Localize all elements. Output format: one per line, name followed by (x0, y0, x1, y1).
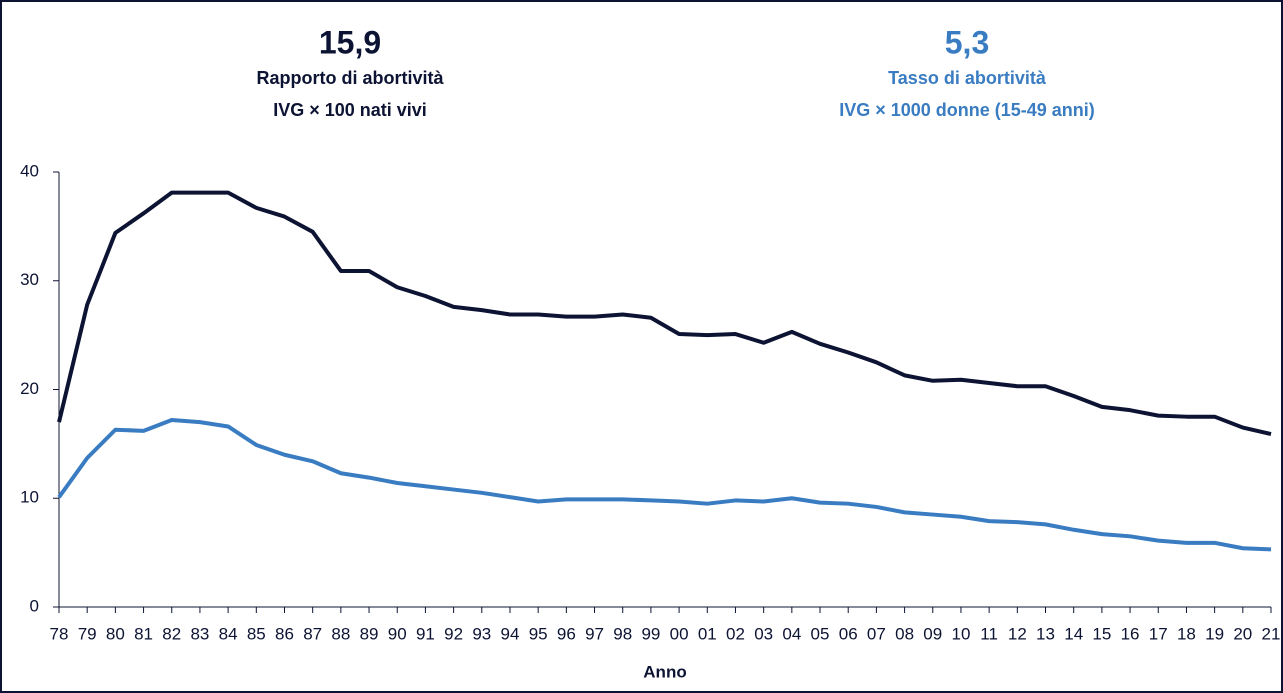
x-tick-label: 16 (1121, 624, 1140, 643)
x-tick-label: 12 (1008, 624, 1027, 643)
x-tick-label: 84 (219, 624, 238, 643)
x-tick-label: 09 (923, 624, 942, 643)
x-tick-label: 89 (360, 624, 379, 643)
x-tick-label: 80 (106, 624, 125, 643)
y-tick-label: 0 (30, 596, 39, 615)
x-tick-label: 93 (472, 624, 491, 643)
x-tick-label: 81 (134, 624, 153, 643)
x-tick-label: 13 (1036, 624, 1055, 643)
y-tick-label: 20 (20, 379, 39, 398)
y-tick-label: 40 (20, 161, 39, 180)
x-tick-label: 90 (388, 624, 407, 643)
x-tick-label: 01 (698, 624, 717, 643)
x-tick-label: 92 (444, 624, 463, 643)
x-tick-label: 08 (895, 624, 914, 643)
x-tick-label: 88 (331, 624, 350, 643)
x-tick-label: 85 (247, 624, 266, 643)
x-tick-label: 94 (501, 624, 520, 643)
x-tick-label: 99 (641, 624, 660, 643)
x-tick-label: 11 (980, 624, 998, 643)
headline-value: 15,9 (319, 24, 381, 60)
x-tick-label: 03 (754, 624, 773, 643)
x-axis-label: Anno (643, 662, 686, 681)
x-tick-label: 10 (951, 624, 970, 643)
x-tick-label: 83 (190, 624, 209, 643)
x-tick-label: 79 (78, 624, 97, 643)
x-tick-label: 07 (867, 624, 886, 643)
y-tick-label: 30 (20, 270, 39, 289)
series-unit: IVG × 1000 donne (15-49 anni) (839, 100, 1095, 120)
x-tick-label: 82 (162, 624, 181, 643)
x-tick-label: 17 (1149, 624, 1168, 643)
line-series (57, 190, 1272, 437)
x-tick-label: 05 (811, 624, 830, 643)
x-tick-label: 15 (1092, 624, 1111, 643)
headline-value: 5,3 (945, 24, 989, 60)
x-tick-label: 78 (50, 624, 69, 643)
x-tick-label: 14 (1064, 624, 1083, 643)
x-tick-label: 91 (416, 624, 435, 643)
line-series (57, 417, 1272, 552)
x-tick-label: 06 (839, 624, 858, 643)
x-tick-label: 19 (1205, 624, 1224, 643)
x-tick-label: 96 (557, 624, 576, 643)
x-tick-label: 21 (1262, 624, 1281, 643)
x-tick-label: 00 (670, 624, 689, 643)
x-tick-label: 98 (613, 624, 632, 643)
x-tick-label: 87 (303, 624, 322, 643)
x-tick-label: 02 (726, 624, 745, 643)
series-name: Tasso di abortività (888, 68, 1047, 88)
x-tick-label: 20 (1233, 624, 1252, 643)
x-tick-label: 86 (275, 624, 294, 643)
series-unit: IVG × 100 nati vivi (273, 100, 427, 120)
x-tick-label: 18 (1177, 624, 1196, 643)
x-tick-label: 04 (782, 624, 801, 643)
series-name: Rapporto di abortività (256, 68, 444, 88)
y-tick-label: 10 (20, 488, 39, 507)
x-tick-label: 97 (585, 624, 604, 643)
x-tick-label: 95 (529, 624, 548, 643)
